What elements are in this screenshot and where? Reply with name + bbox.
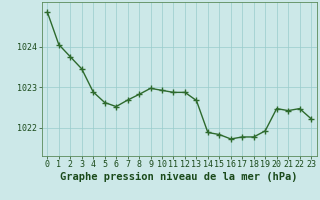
X-axis label: Graphe pression niveau de la mer (hPa): Graphe pression niveau de la mer (hPa) xyxy=(60,172,298,182)
